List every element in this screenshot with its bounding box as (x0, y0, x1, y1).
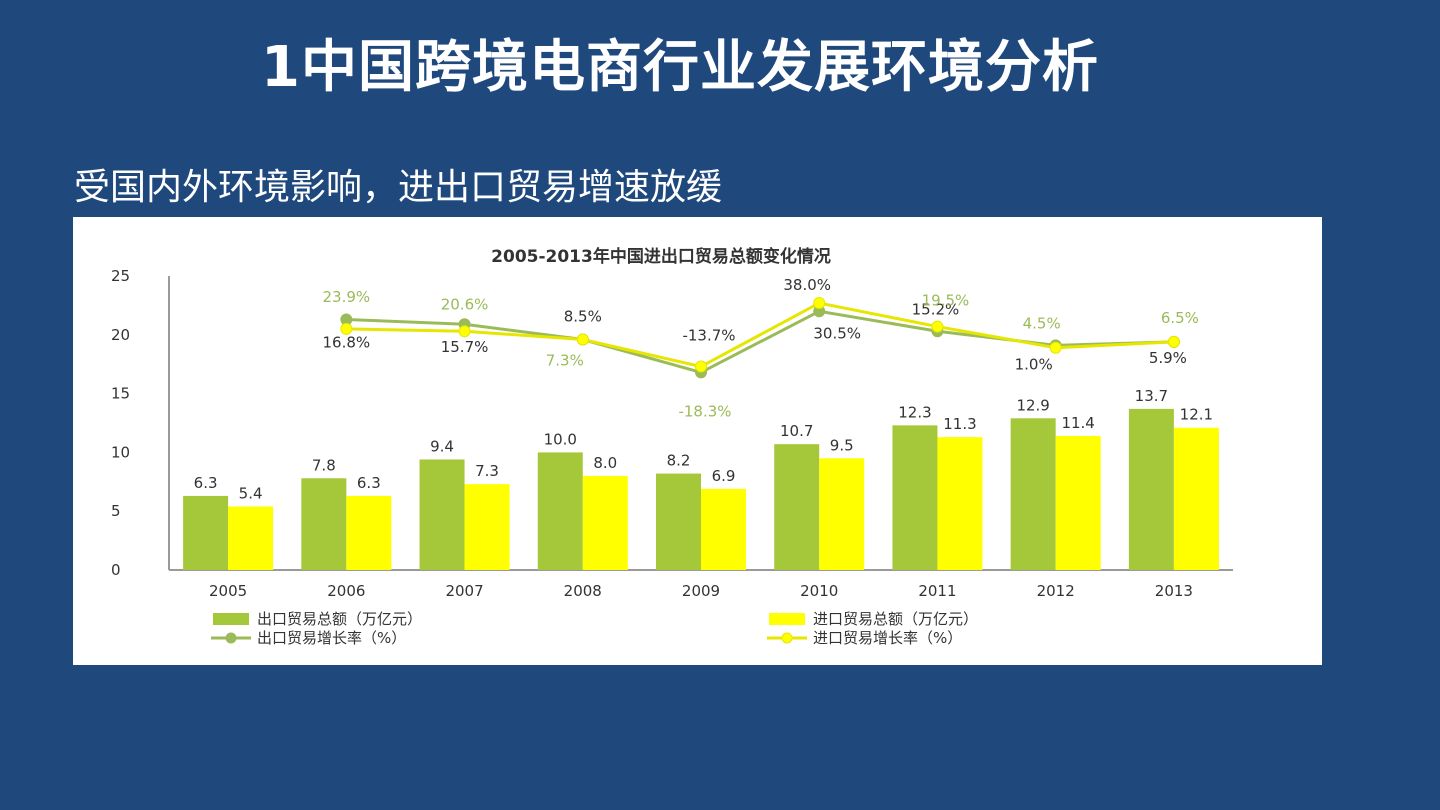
import-rate-label: 4.5% (1023, 315, 1061, 333)
export-bar-label: 13.7 (1135, 387, 1168, 405)
x-tick-label: 2005 (209, 582, 247, 600)
import-rate-line (346, 301, 1174, 369)
chart-panel: 2005-2013年中国进出口贸易总额变化情况 0 5 10 15 20 25 2005 20… (73, 217, 1322, 665)
export-bar-label: 7.8 (312, 456, 336, 474)
slide-subtitle: 受国内外环境影响，进出口贸易增速放缓 (74, 167, 723, 208)
x-tick-label: 2006 (327, 582, 365, 600)
export-bar-label: 6.3 (194, 474, 218, 492)
import-bar-label: 5.4 (239, 484, 263, 502)
export-bar (1128, 408, 1174, 570)
export-bar-label: 10.7 (780, 422, 813, 440)
legend-label: 出口贸易增长率（%） (257, 629, 406, 647)
export-rate-label: 30.5% (813, 324, 861, 342)
export-bar-label: 10.0 (544, 430, 577, 448)
y-tick-label: 10 (111, 443, 130, 461)
x-tick-label: 2009 (682, 582, 720, 600)
legend-swatch (769, 613, 805, 625)
legend-marker (225, 632, 237, 644)
export-rate-label: 15.7% (441, 338, 489, 356)
import-bar (228, 506, 274, 570)
x-tick-label: 2010 (800, 582, 838, 600)
import-rate-label: -18.3% (678, 403, 731, 421)
import-bar-label: 12.1 (1180, 406, 1213, 424)
export-bar (1010, 418, 1056, 570)
import-rate-label: 19.5% (922, 292, 970, 310)
export-bar-label: 8.2 (667, 452, 691, 470)
export-bar (419, 459, 465, 570)
export-bar-label: 9.4 (430, 437, 454, 455)
trade-chart: 2005-2013年中国进出口贸易总额变化情况 0 5 10 15 20 25 2005 20… (111, 246, 1233, 647)
import-rate-point (1167, 335, 1180, 348)
import-bar (1055, 435, 1101, 570)
slide-title: 1中国跨境电商行业发展环境分析 (261, 35, 1099, 100)
export-rate-label: 16.8% (323, 334, 371, 352)
x-tick-label: 2007 (445, 582, 483, 600)
import-bar (582, 475, 628, 570)
import-rate-point (695, 360, 707, 373)
import-rate-point (931, 320, 944, 333)
import-bar-label: 11.3 (943, 415, 976, 433)
y-tick-label: 25 (111, 267, 130, 285)
import-bar (701, 488, 746, 570)
import-rate-label: 20.6% (441, 295, 489, 313)
export-bar (656, 473, 701, 570)
export-bar (301, 478, 347, 570)
legend-label: 进口贸易增长率（%） (813, 629, 962, 647)
legend-swatch (213, 613, 249, 625)
legend-label: 进口贸易总额（万亿元） (813, 610, 978, 628)
x-tick-label: 2013 (1155, 582, 1193, 600)
export-rate-label: 8.5% (564, 308, 602, 326)
x-tick-label: 2011 (918, 582, 956, 600)
y-tick-label: 0 (111, 561, 121, 579)
x-tick-label: 2008 (564, 582, 602, 600)
import-bar-label: 6.9 (712, 467, 736, 485)
import-rate-label: 6.5% (1161, 309, 1199, 327)
import-bar (1173, 427, 1219, 570)
import-rate-point (1049, 341, 1062, 354)
export-rate-label: 15.2% (912, 300, 960, 318)
export-bar (537, 452, 583, 570)
chart-title: 2005-2013年中国进出口贸易总额变化情况 (491, 246, 831, 267)
import-bar-label: 9.5 (830, 436, 854, 454)
import-rate-label: 38.0% (783, 276, 831, 294)
import-bar-label: 8.0 (593, 454, 617, 472)
legend-label: 出口贸易总额（万亿元） (257, 610, 422, 628)
import-bar-label: 11.4 (1061, 414, 1094, 432)
import-rate-label: 7.3% (546, 352, 584, 370)
y-tick-label: 5 (111, 502, 121, 520)
y-tick-label: 20 (111, 326, 130, 344)
y-tick-label: 15 (111, 385, 130, 403)
export-bar-label: 12.3 (898, 403, 931, 421)
x-tick-label: 2012 (1037, 582, 1075, 600)
legend-marker (781, 632, 793, 644)
import-bar (937, 437, 983, 570)
import-rate-point (576, 333, 589, 346)
import-bar (346, 495, 392, 570)
import-rate-point (458, 325, 471, 338)
export-bar-label: 12.9 (1016, 396, 1049, 414)
import-rate-point (340, 322, 353, 335)
import-bar-label: 6.3 (357, 474, 381, 492)
import-bar-label: 7.3 (475, 462, 499, 480)
export-rate-label: 5.9% (1149, 349, 1187, 367)
import-bar (464, 484, 510, 570)
export-bar (774, 444, 820, 570)
import-rate-label: 23.9% (323, 288, 371, 306)
export-bar (183, 495, 229, 570)
export-rate-label: -13.7% (682, 326, 735, 344)
import-rate-point (813, 297, 826, 310)
export-rate-label: 1.0% (1015, 355, 1053, 373)
export-bar (892, 425, 938, 570)
import-bar (819, 458, 865, 570)
